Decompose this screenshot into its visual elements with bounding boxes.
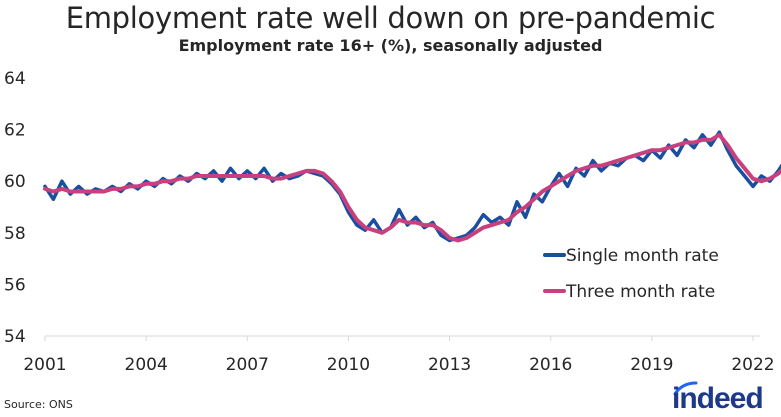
x-tick-label: 2010 — [327, 355, 370, 375]
source-note: Source: ONS — [4, 398, 73, 411]
legend-label: Three month rate — [565, 282, 715, 302]
series-line-three-month — [43, 132, 781, 243]
x-tick-label: 2001 — [23, 355, 66, 375]
chart-title: Employment rate well down on pre-pandemi… — [65, 1, 716, 35]
y-axis: 54 56 58 60 62 64 — [4, 69, 26, 347]
chart-subtitle: Employment rate 16+ (%), seasonally adju… — [178, 36, 603, 55]
x-tick-label: 2013 — [428, 355, 471, 375]
x-tick-label: 2022 — [731, 355, 774, 375]
y-tick-label: 54 — [4, 327, 26, 347]
y-tick-label: 64 — [4, 69, 26, 89]
series-group — [43, 130, 781, 243]
logo-text: indeed — [672, 382, 764, 415]
x-tick-label: 2016 — [529, 355, 572, 375]
logo-arc-icon — [673, 381, 698, 396]
indeed-logo: indeed — [672, 380, 781, 417]
y-tick-label: 60 — [4, 172, 26, 192]
legend: Single month rate Three month rate — [543, 246, 719, 302]
x-tick-label: 2019 — [630, 355, 673, 375]
x-axis: 2001 2004 2007 2010 2013 2016 2019 2022 — [23, 335, 775, 375]
y-tick-label: 56 — [4, 275, 26, 295]
y-tick-label: 62 — [4, 121, 26, 141]
x-tick-label: 2004 — [125, 355, 168, 375]
x-tick-label: 2007 — [226, 355, 269, 375]
legend-label: Single month rate — [566, 246, 719, 266]
y-tick-label: 58 — [4, 224, 26, 244]
